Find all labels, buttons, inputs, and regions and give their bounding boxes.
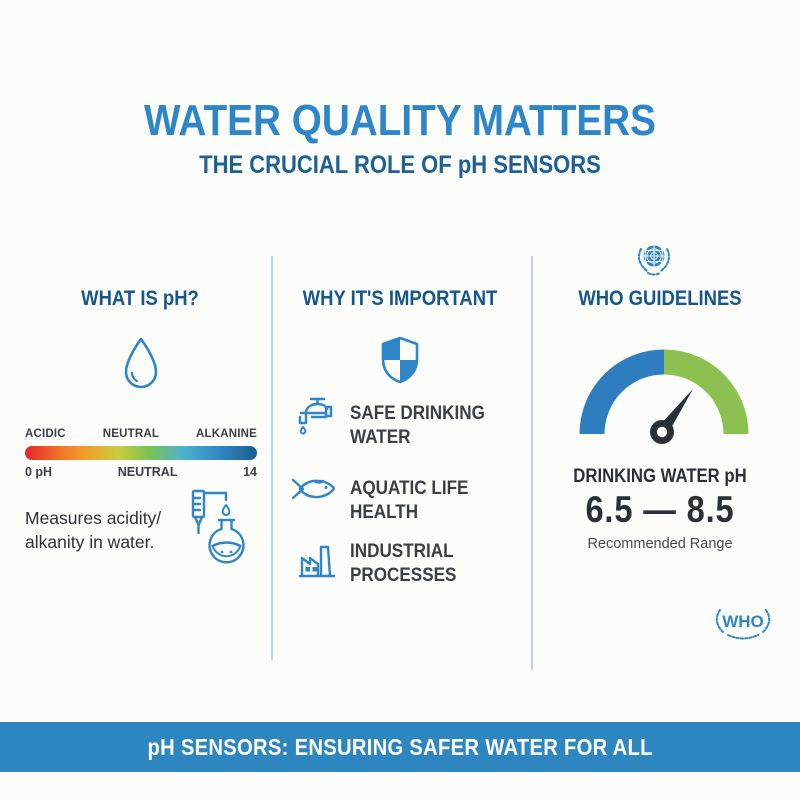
section-heading-why-important: WHY IT'S IMPORTANT (302, 287, 498, 310)
section-heading-who-guidelines: WHO GUIDELINES (578, 287, 742, 310)
ph-scale-top-labels: ACIDIC NEUTRAL ALKANINE (25, 428, 257, 440)
footer-banner: pH SENSORS: ENSURING SAFER WATER FOR ALL (0, 722, 800, 772)
column-divider-right (531, 256, 533, 670)
ph-range-value: 6.5 — 8.5 (585, 489, 735, 530)
ph-gradient-bar (25, 446, 257, 460)
water-drop-icon (122, 336, 160, 390)
page-title: WATER QUALITY MATTERS (0, 96, 800, 146)
ph-description: Measures acidity/ alkanity in water. (25, 508, 162, 553)
item-safe-drinking-water: SAFE DRINKING WATER (350, 403, 485, 448)
un-emblem-icon (634, 243, 674, 279)
who-logo: WHO (710, 602, 776, 646)
page-subtitle: THE CRUCIAL ROLE OF pH SENSORS (0, 151, 800, 180)
page-title-text: WATER QUALITY MATTERS (144, 96, 656, 145)
who-logo-text: WHO (722, 612, 764, 631)
scale-label-14: 14 (243, 465, 257, 479)
ph-scale-bottom-labels: 0 pH NEUTRAL 14 (25, 465, 257, 479)
ph-gauge (578, 340, 750, 446)
scale-label-acidic: ACIDIC (25, 428, 66, 440)
flask-icon (186, 484, 246, 574)
page-subtitle-text: THE CRUCIAL ROLE OF pH SENSORS (199, 151, 601, 179)
footer-banner-text: pH SENSORS: ENSURING SAFER WATER FOR ALL (147, 733, 653, 760)
gauge-metric-label: DRINKING WATER pH (573, 466, 747, 487)
item-aquatic-life-health: AQUATIC LIFE HEALTH (350, 478, 469, 523)
scale-label-neutral-bottom: NEUTRAL (117, 465, 178, 479)
scale-label-0ph: 0 pH (25, 465, 53, 479)
shield-icon (378, 335, 422, 385)
ph-scale: ACIDIC NEUTRAL ALKANINE 0 pH NEUTRAL 14 (25, 428, 257, 479)
faucet-icon (295, 394, 335, 436)
item-industrial-processes: INDUSTRIAL PROCESSES (350, 541, 457, 586)
scale-label-alkanine: ALKANINE (195, 428, 257, 440)
column-divider-left (271, 256, 273, 660)
factory-icon (296, 540, 338, 582)
ph-range-caption: Recommended Range (587, 536, 733, 552)
fish-icon (290, 472, 338, 506)
section-heading-what-is-ph: WHAT IS pH? (81, 287, 199, 310)
scale-label-neutral: NEUTRAL (102, 428, 160, 440)
